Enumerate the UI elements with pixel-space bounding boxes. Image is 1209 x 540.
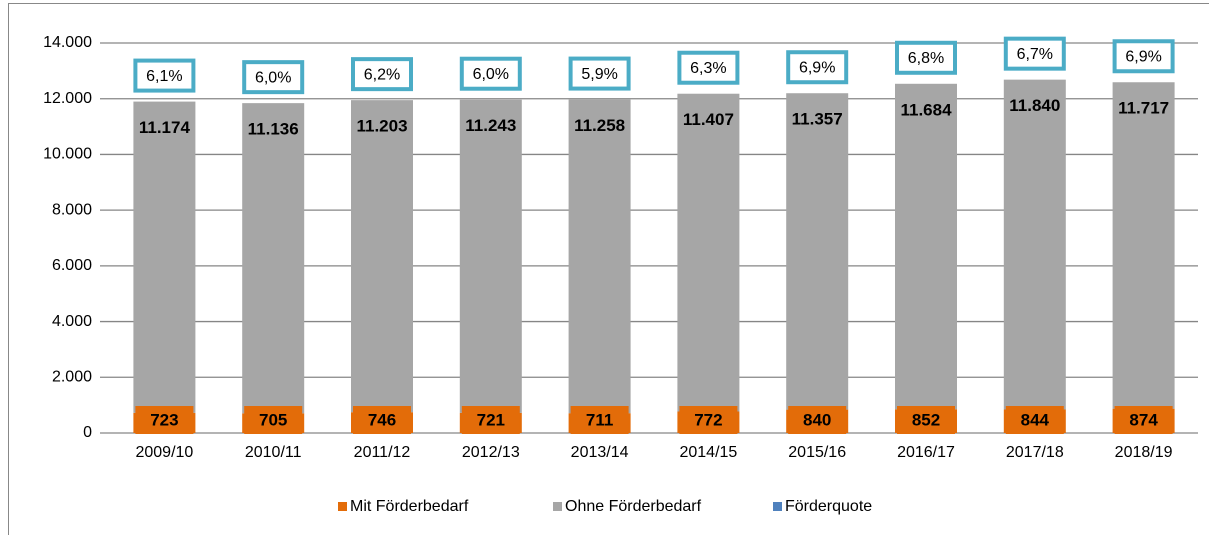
x-tick-label: 2010/11 xyxy=(245,444,302,461)
data-label: 746 xyxy=(368,410,396,429)
data-label: 6,8% xyxy=(908,50,944,67)
x-tick-label: 2016/17 xyxy=(897,444,955,461)
x-tick-label: 2012/13 xyxy=(462,444,520,461)
data-label: 6,2% xyxy=(364,66,400,83)
data-label: 11.174 xyxy=(139,118,191,137)
legend-swatch xyxy=(553,502,562,511)
data-label: 11.243 xyxy=(465,116,516,135)
y-tick-label: 2.000 xyxy=(52,369,92,386)
data-label: 11.407 xyxy=(683,110,734,129)
y-tick-label: 14.000 xyxy=(43,34,92,51)
legend-label: Förderquote xyxy=(785,498,872,515)
data-label: 11.136 xyxy=(248,120,299,139)
data-label: 723 xyxy=(150,410,178,429)
data-label: 5,9% xyxy=(581,66,617,83)
bar-segment xyxy=(1113,82,1175,408)
bar-segment xyxy=(460,100,522,413)
data-label: 11.840 xyxy=(1009,96,1060,115)
data-label: 840 xyxy=(803,410,831,429)
x-tick-label: 2015/16 xyxy=(788,444,846,461)
y-tick-label: 10.000 xyxy=(43,146,92,163)
data-label: 11.684 xyxy=(900,100,952,119)
data-label: 11.357 xyxy=(792,110,843,129)
bar-segment xyxy=(569,100,631,414)
data-label: 6,0% xyxy=(255,69,291,86)
x-tick-label: 2011/12 xyxy=(354,444,411,461)
legend-swatch xyxy=(773,502,782,511)
x-tick-label: 2014/15 xyxy=(679,444,737,461)
y-tick-label: 8.000 xyxy=(52,201,92,218)
data-label: 6,1% xyxy=(146,68,182,85)
y-tick-label: 12.000 xyxy=(43,90,92,107)
data-label: 874 xyxy=(1129,410,1158,429)
data-label: 6,3% xyxy=(690,60,726,77)
x-tick-label: 2009/10 xyxy=(135,444,193,461)
data-label: 6,9% xyxy=(799,59,835,76)
y-tick-label: 6.000 xyxy=(52,257,92,274)
x-tick-label: 2013/14 xyxy=(571,444,629,461)
x-tick-label: 2018/19 xyxy=(1115,444,1173,461)
bar-segment xyxy=(677,94,739,412)
bar-segment xyxy=(133,102,195,413)
data-label: 852 xyxy=(912,410,940,429)
legend-label: Mit Förderbedarf xyxy=(350,498,469,515)
data-label: 6,9% xyxy=(1125,48,1161,65)
x-tick-label: 2017/18 xyxy=(1006,444,1064,461)
data-label: 11.258 xyxy=(574,116,625,135)
legend-swatch xyxy=(338,502,347,511)
data-label: 11.203 xyxy=(356,117,407,136)
data-label: 844 xyxy=(1021,410,1050,429)
data-label: 11.717 xyxy=(1118,99,1169,118)
data-label: 6,0% xyxy=(473,66,509,83)
y-tick-label: 4.000 xyxy=(52,313,92,330)
data-label: 705 xyxy=(259,410,287,429)
bar-segment xyxy=(351,100,413,412)
bar-segment xyxy=(895,84,957,409)
bar-segment xyxy=(242,103,304,413)
data-label: 6,7% xyxy=(1017,46,1053,63)
legend-label: Ohne Förderbedarf xyxy=(565,498,702,515)
bar-segment xyxy=(1004,80,1066,410)
y-tick-label: 0 xyxy=(83,424,92,441)
data-label: 772 xyxy=(694,410,722,429)
bar-segment xyxy=(786,93,848,409)
data-label: 711 xyxy=(586,410,613,429)
data-label: 721 xyxy=(477,410,505,429)
